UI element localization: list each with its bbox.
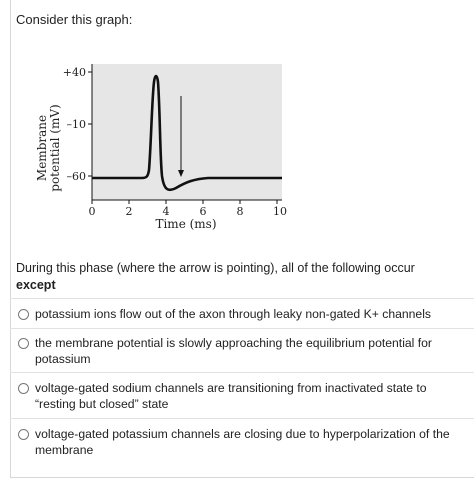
divider [10,328,474,329]
x-tick-label: 8 [237,205,244,218]
answer-option-4[interactable]: voltage-gated potassium channels are clo… [18,426,458,458]
y-tick-label: +40 [63,66,86,79]
radio-button[interactable] [18,383,29,394]
answer-option-1[interactable]: potassium ions flow out of the axon thro… [18,306,458,322]
y-tick-label: –60 [67,170,87,183]
membrane-potential-trace [92,74,282,192]
question-prompt: During this phase (where the arrow is po… [16,260,456,294]
x-tick-label: 2 [126,205,133,218]
y-axis-label-line2: potential (mV) [48,104,62,191]
radio-button[interactable] [18,309,29,320]
question-card [10,0,474,478]
action-potential-graph: Membrane potential (mV) +40 –10 –60 0 2 … [28,58,308,248]
answer-option-2[interactable]: the membrane potential is slowly approac… [18,335,458,367]
y-tick-label: –10 [67,118,87,131]
divider [10,298,474,299]
radio-button[interactable] [18,429,29,440]
question-prompt-emphasis: except [16,278,56,292]
question-prompt-text: During this phase (where the arrow is po… [16,261,415,275]
question-intro: Consider this graph: [16,12,133,27]
answer-option-label: voltage-gated sodium channels are transi… [35,381,427,411]
x-tick-label: 4 [163,205,170,218]
x-tick-label: 0 [89,205,96,218]
x-tick-label: 10 [273,205,287,218]
answer-option-3[interactable]: voltage-gated sodium channels are transi… [18,380,458,412]
x-ticks [91,200,278,204]
radio-button[interactable] [18,338,29,349]
divider [10,418,474,419]
x-axis-label: Time (ms) [155,217,216,231]
answer-option-label: potassium ions flow out of the axon thro… [35,307,432,321]
arrowhead-icon [178,170,184,177]
plot-area [92,64,282,200]
y-axis-label-line1: Membrane [35,115,49,181]
answer-option-label: voltage-gated potassium channels are clo… [35,427,450,457]
x-tick-label: 6 [200,205,207,218]
answer-option-label: the membrane potential is slowly approac… [35,336,432,366]
divider [10,372,474,373]
